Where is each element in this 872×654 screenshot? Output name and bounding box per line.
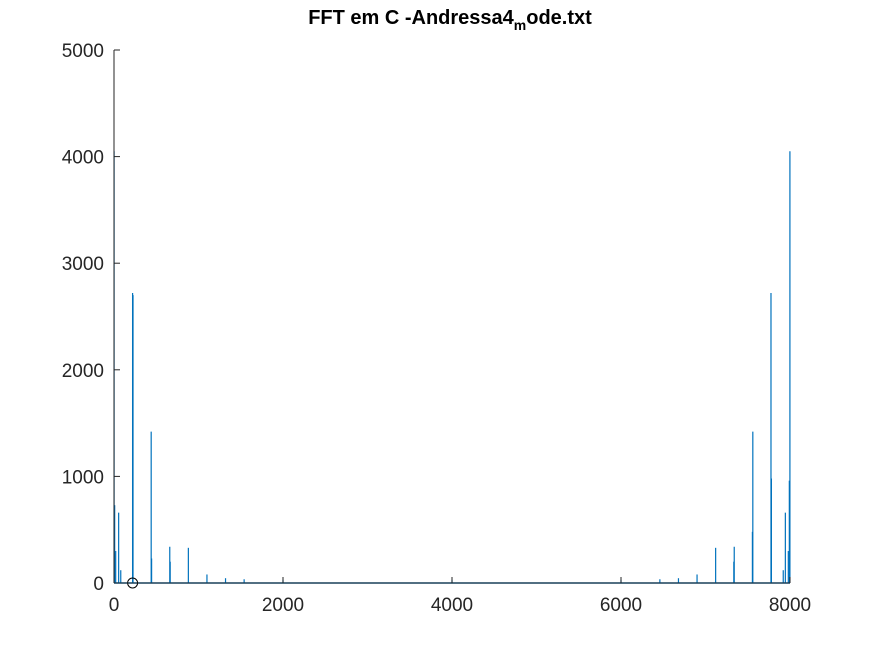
- y-tick-label: 1000: [62, 467, 104, 488]
- x-tick-label: 2000: [262, 595, 304, 616]
- chart-title-end: ode.txt: [526, 7, 592, 29]
- x-tick-label: 0: [109, 595, 120, 616]
- y-tick-label: 5000: [62, 41, 104, 62]
- y-tick-label: 2000: [62, 361, 104, 382]
- chart-title-subscript: m: [514, 17, 526, 33]
- chart-title: FFT em C -Andressa4mode.txt: [308, 7, 592, 33]
- y-tick-label: 0: [93, 574, 104, 595]
- chart-title-main: FFT em C -Andressa4: [308, 7, 514, 29]
- x-tick-label: 8000: [769, 595, 811, 616]
- y-tick-label: 3000: [62, 254, 104, 275]
- series-layer: [113, 151, 791, 589]
- axes-layer: 0 2000 4000 6000 8000 0 1000 2000 3000 4000 5000: [62, 41, 811, 616]
- y-tick-label: 4000: [62, 148, 104, 169]
- x-tick-label: 6000: [600, 595, 642, 616]
- x-tick-label: 4000: [431, 595, 473, 616]
